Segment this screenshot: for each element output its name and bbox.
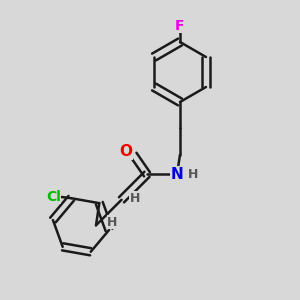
Text: H: H xyxy=(188,168,199,181)
Text: O: O xyxy=(119,144,133,159)
Text: H: H xyxy=(130,192,140,205)
Text: H: H xyxy=(107,216,118,229)
Text: F: F xyxy=(175,19,185,32)
Text: N: N xyxy=(171,167,183,182)
Text: Cl: Cl xyxy=(46,190,61,204)
